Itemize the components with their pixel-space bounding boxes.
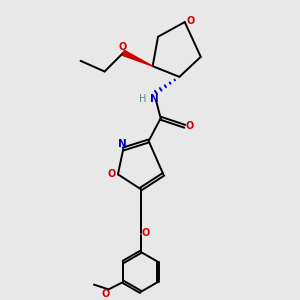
Text: O: O <box>107 169 116 179</box>
Text: H: H <box>139 94 146 104</box>
Text: O: O <box>101 289 110 299</box>
Polygon shape <box>122 50 153 66</box>
Text: N: N <box>118 139 126 148</box>
Text: O: O <box>187 16 195 26</box>
Text: O: O <box>186 121 194 131</box>
Text: N: N <box>150 94 158 104</box>
Text: O: O <box>142 228 150 238</box>
Text: O: O <box>118 43 127 52</box>
